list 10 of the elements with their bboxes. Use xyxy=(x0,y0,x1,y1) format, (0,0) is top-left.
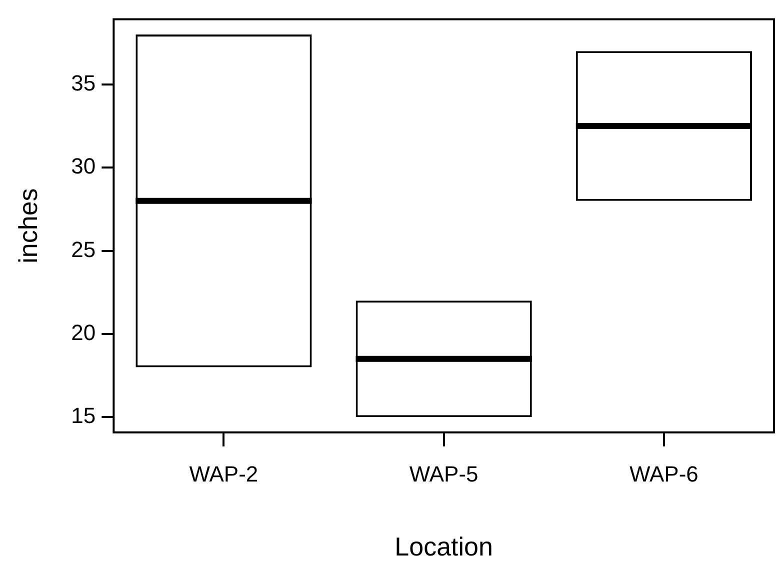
y-tick-label: 35 xyxy=(71,70,96,96)
x-tick-label: WAP-6 xyxy=(630,462,698,487)
y-tick-label: 30 xyxy=(71,154,96,179)
y-axis-title: inches xyxy=(12,188,43,264)
x-tick-label: WAP-5 xyxy=(409,462,478,487)
y-tick-label: 25 xyxy=(71,236,96,262)
x-axis-title: Location xyxy=(394,532,493,562)
y-tick-label: 15 xyxy=(71,403,96,428)
x-tick-label: WAP-2 xyxy=(189,462,258,487)
y-tick-label: 20 xyxy=(71,320,96,345)
